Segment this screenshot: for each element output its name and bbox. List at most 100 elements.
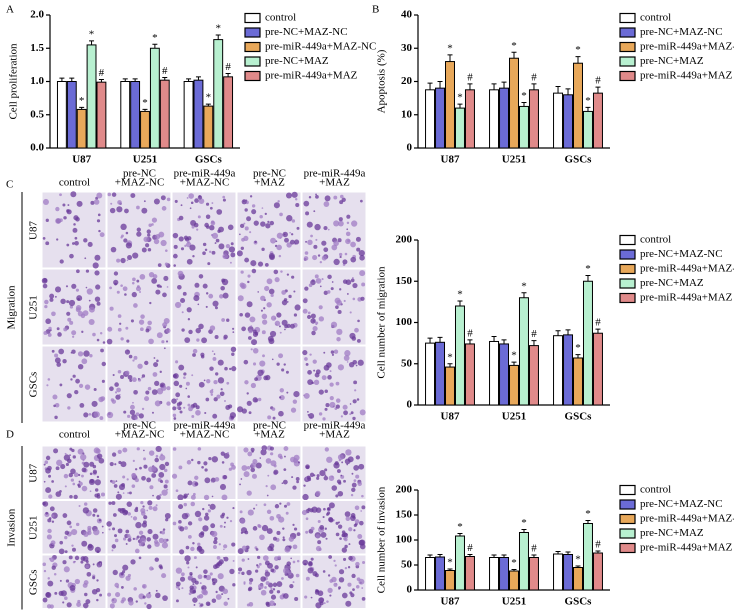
cell-stain [215,594,222,600]
cell-stain [292,485,297,490]
cell-stain [306,314,312,320]
bar [528,89,539,149]
column-header: +MAZ-NC [180,177,230,189]
cell-stain [277,453,283,459]
significance-marker: # [467,542,473,554]
cell-stain [183,495,187,499]
cell-stain [128,491,132,495]
cell-stain [283,504,288,508]
cell-stain [247,509,254,516]
error-bar [162,77,168,81]
cell-stain [350,278,355,283]
cell-stain [165,249,168,252]
cell-stain [55,286,62,293]
legend-label: pre-NC+MAZ [640,527,704,539]
cell-stain [203,461,208,466]
cell-stain [94,488,99,492]
cell-stain [335,521,339,525]
cell-stain [143,236,149,243]
cell-stain [117,507,122,512]
cell-stain [344,566,348,570]
cell-stain [324,195,331,202]
cell-stain [239,518,246,524]
cell-stain [179,410,183,414]
cell-stain [319,260,323,264]
cell-stain [345,231,351,237]
cell-stain [64,485,67,488]
cell-stain [125,326,129,330]
cell-stain [184,237,190,242]
cell-stain [305,465,310,469]
cell-stain [181,587,184,590]
cell-stain [124,349,131,355]
bar [454,305,465,406]
bar [149,47,160,149]
cell-stain [125,231,129,235]
cell-stain [232,583,236,587]
cell-stain [163,484,168,489]
cell-stain [321,255,327,261]
cell-stain [342,259,348,265]
cell-stain [198,198,205,204]
cell-stain [305,362,309,366]
bar [518,297,529,406]
cell-stain [42,237,46,240]
cell-stain [158,472,165,478]
cell-stain [116,206,123,213]
significance-marker: # [595,539,601,551]
cell-stain [51,349,55,353]
cell-stain [209,224,215,231]
cell-stain [164,262,169,266]
cell-stain [334,297,341,304]
cell-stain [305,576,310,581]
error-bar [79,106,85,110]
cell-stain [349,332,356,339]
cell-stain [101,379,105,383]
x-tick-label: GSCs [195,154,223,166]
cell-stain [54,357,61,364]
cell-stain [166,286,169,288]
y-tick-label: 200 [396,234,413,246]
cell-stain [140,508,146,514]
cell-stain [204,222,209,228]
significance-marker: * [142,97,148,109]
cell-stain [318,305,323,310]
cell-stain [149,301,152,305]
cell-stain [248,586,253,591]
cell-stain [270,484,277,491]
cell-stain [92,262,99,269]
cell-stain [257,291,260,293]
cell-stain [250,467,256,473]
cell-stain [77,298,80,301]
cell-stain [131,484,136,488]
cell-stain [186,460,192,465]
cell-stain [360,510,363,512]
cell-stain [232,331,235,333]
error-bar [467,83,473,90]
cell-stain [132,473,136,477]
cell-stain [187,318,191,321]
cell-stain [283,593,289,599]
cell-stain [99,593,102,597]
bar [76,108,87,149]
column-header: +MAZ [319,429,350,441]
cell-stain [96,475,100,479]
cell-stain [77,363,84,370]
cell-stain [347,566,351,569]
cell-stain [243,581,246,584]
bar [528,557,539,591]
cell-stain [286,391,289,394]
cell-stain [116,258,121,263]
error-bar [437,554,443,557]
cell-stain [276,530,281,535]
cell-stain [193,222,199,228]
cell-stain [323,475,329,481]
cell-stain [249,231,252,234]
cell-stain [338,220,344,227]
cell-stain [143,200,146,203]
cell-stain [181,512,189,520]
cell-stain [190,501,196,507]
cell-stain [316,474,320,478]
cell-stain [122,509,128,516]
cell-stain [313,210,316,213]
